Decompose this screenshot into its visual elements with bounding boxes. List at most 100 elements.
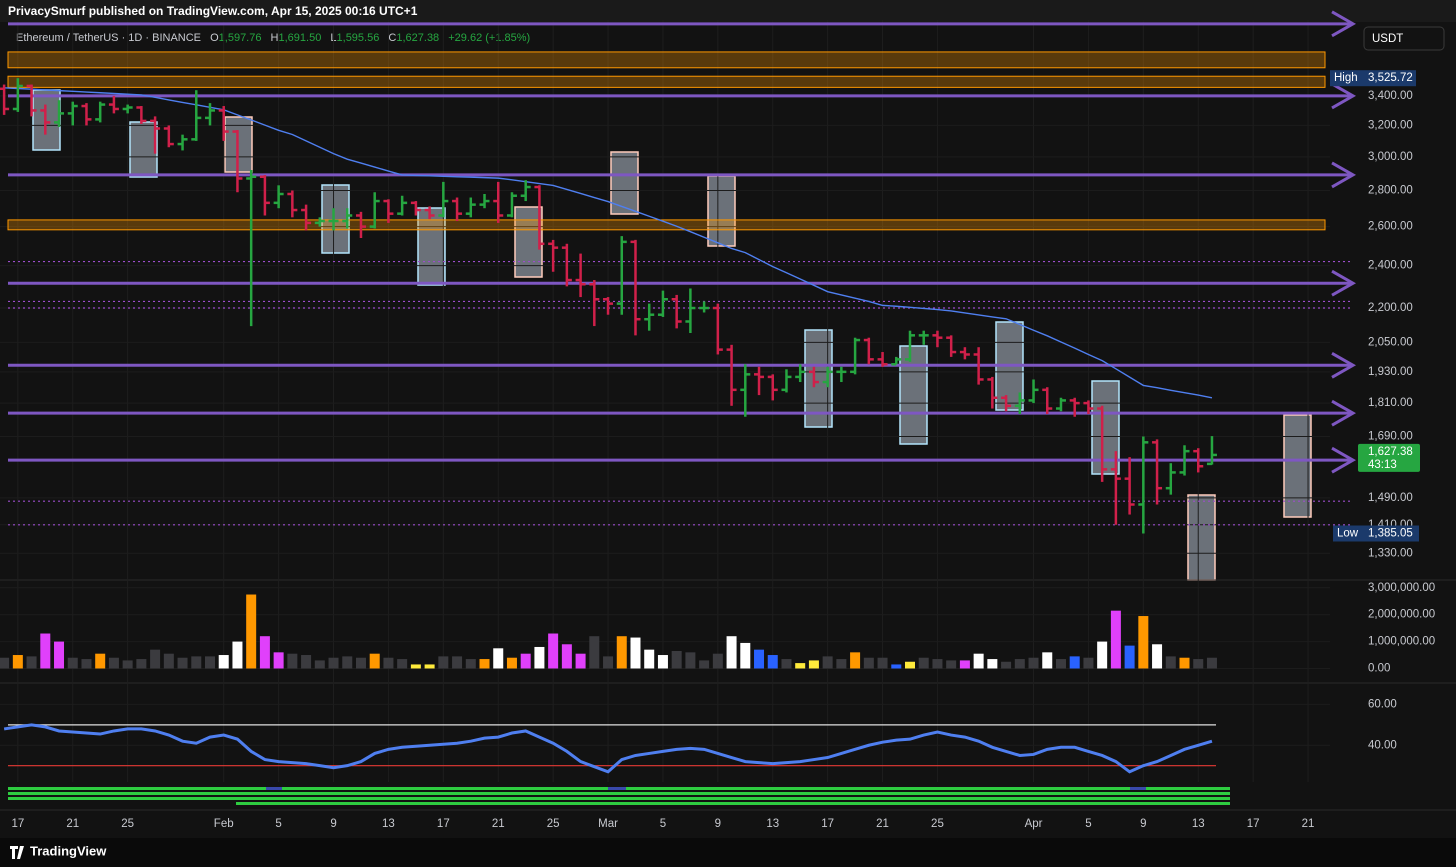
volume-bar [273,652,284,669]
volume-bar [754,649,765,669]
volume-bar [150,649,161,669]
level-arrow [1331,446,1357,474]
volume-bar [232,641,243,669]
change: +29.62 (+1.85%) [448,32,530,44]
x-tick-label: 9 [1140,818,1146,830]
legend: Ethereum / TetherUS · 1D · BINANCE O1,59… [16,32,530,44]
brand: TradingView [30,843,107,858]
volume-bar [905,661,915,669]
volume-bar [850,652,861,669]
x-tick-label: 21 [492,818,505,830]
symbol: Ethereum / TetherUS · 1D · BINANCE [16,32,201,44]
volume-bar [163,653,174,669]
volume-bar [534,646,545,669]
x-tick-label: 5 [1085,818,1091,830]
volume-bar [218,655,229,669]
volume-bar [822,656,833,669]
strip [236,802,1230,805]
volume-bar [1152,644,1163,669]
y-tick-label: 1,490.00 [1368,492,1413,504]
x-tick-label: 17 [821,818,834,830]
x-tick-label: 13 [382,818,395,830]
volume-bar [40,633,51,669]
price-tag [1358,443,1420,472]
x-tick-label: 25 [547,818,560,830]
volume-bar [493,648,504,669]
volume-bar [342,656,353,669]
volume-bar [465,659,476,669]
x-tick-label: 25 [931,818,944,830]
y-tick-label: 1,000,000.00 [1368,636,1435,648]
currency-button[interactable] [1363,26,1445,51]
volume-bar [781,659,792,669]
volume-bar [973,653,984,669]
y-tick-label: 1,690.00 [1368,431,1413,443]
volume-bar [54,641,65,669]
footer [0,838,1456,867]
volume-bar [1014,659,1025,669]
volume-bar [959,660,970,669]
readout-value: 1,691.50 [279,32,322,44]
volume-bar [726,636,737,669]
indicator-line [3,723,1213,774]
level-arrow [1331,399,1357,427]
y-tick-label: 40.00 [1368,739,1397,751]
high-value: 3,525.72 [1368,72,1413,84]
low-label: Low [1337,528,1359,540]
volume-bar [603,656,614,669]
readout-value: 1,595.56 [337,32,380,44]
y-tick-label: 3,000,000.00 [1368,582,1435,594]
y-tick-label: 2,200.00 [1368,302,1413,314]
volume-bar [479,659,490,669]
level-arrow [1331,82,1357,110]
currency: USDT [1372,33,1403,45]
header-bar [0,0,1456,22]
volume-bar [520,653,531,669]
x-tick-label: 25 [121,818,134,830]
strip [8,792,1230,795]
readout-label: O [210,32,219,44]
volume-bar [1124,645,1135,669]
volume-bar [836,659,847,669]
x-tick-label: 13 [1192,818,1205,830]
y-tick-label: 2,050.00 [1368,336,1413,348]
low-value: 1,385.05 [1368,528,1413,540]
volume-bar [452,656,463,669]
box [514,206,543,278]
strip [8,797,1230,800]
publisher: PrivacySmurf published on TradingView.co… [8,4,418,18]
volume-bar [589,636,600,669]
volume-bar [616,636,627,669]
volume-bar [0,657,10,669]
x-tick-label: 17 [437,818,450,830]
strip [1130,787,1146,790]
volume-bar [122,660,133,669]
x-tick-label: 21 [876,818,889,830]
volume-bar [301,655,312,669]
volume-bar [644,649,655,669]
volume-bar [369,653,380,669]
volume-bar [712,653,723,669]
volume-bar [808,660,819,669]
readout-value: 1,597.76 [219,32,262,44]
strip [608,787,626,790]
volume-bar [438,656,449,669]
high-tag [1330,70,1416,87]
x-tick-label: Feb [214,818,234,830]
volume-bar [246,594,257,669]
price-tag-text: 1,627.38 [1368,446,1413,458]
level-arrow [1331,352,1357,379]
volume-bar [1028,657,1039,669]
volume-bar [259,636,270,669]
y-tick-label: 1,930.00 [1368,366,1413,378]
zone [7,51,1326,69]
x-tick-label: 5 [275,818,281,830]
x-tick-label: 13 [766,818,779,830]
box [417,207,446,286]
volume-bar [685,652,696,669]
y-tick-label: 0.00 [1368,663,1390,675]
y-tick-label: 2,400.00 [1368,260,1413,272]
volume-bar [630,637,641,669]
volume-bar [767,655,778,669]
